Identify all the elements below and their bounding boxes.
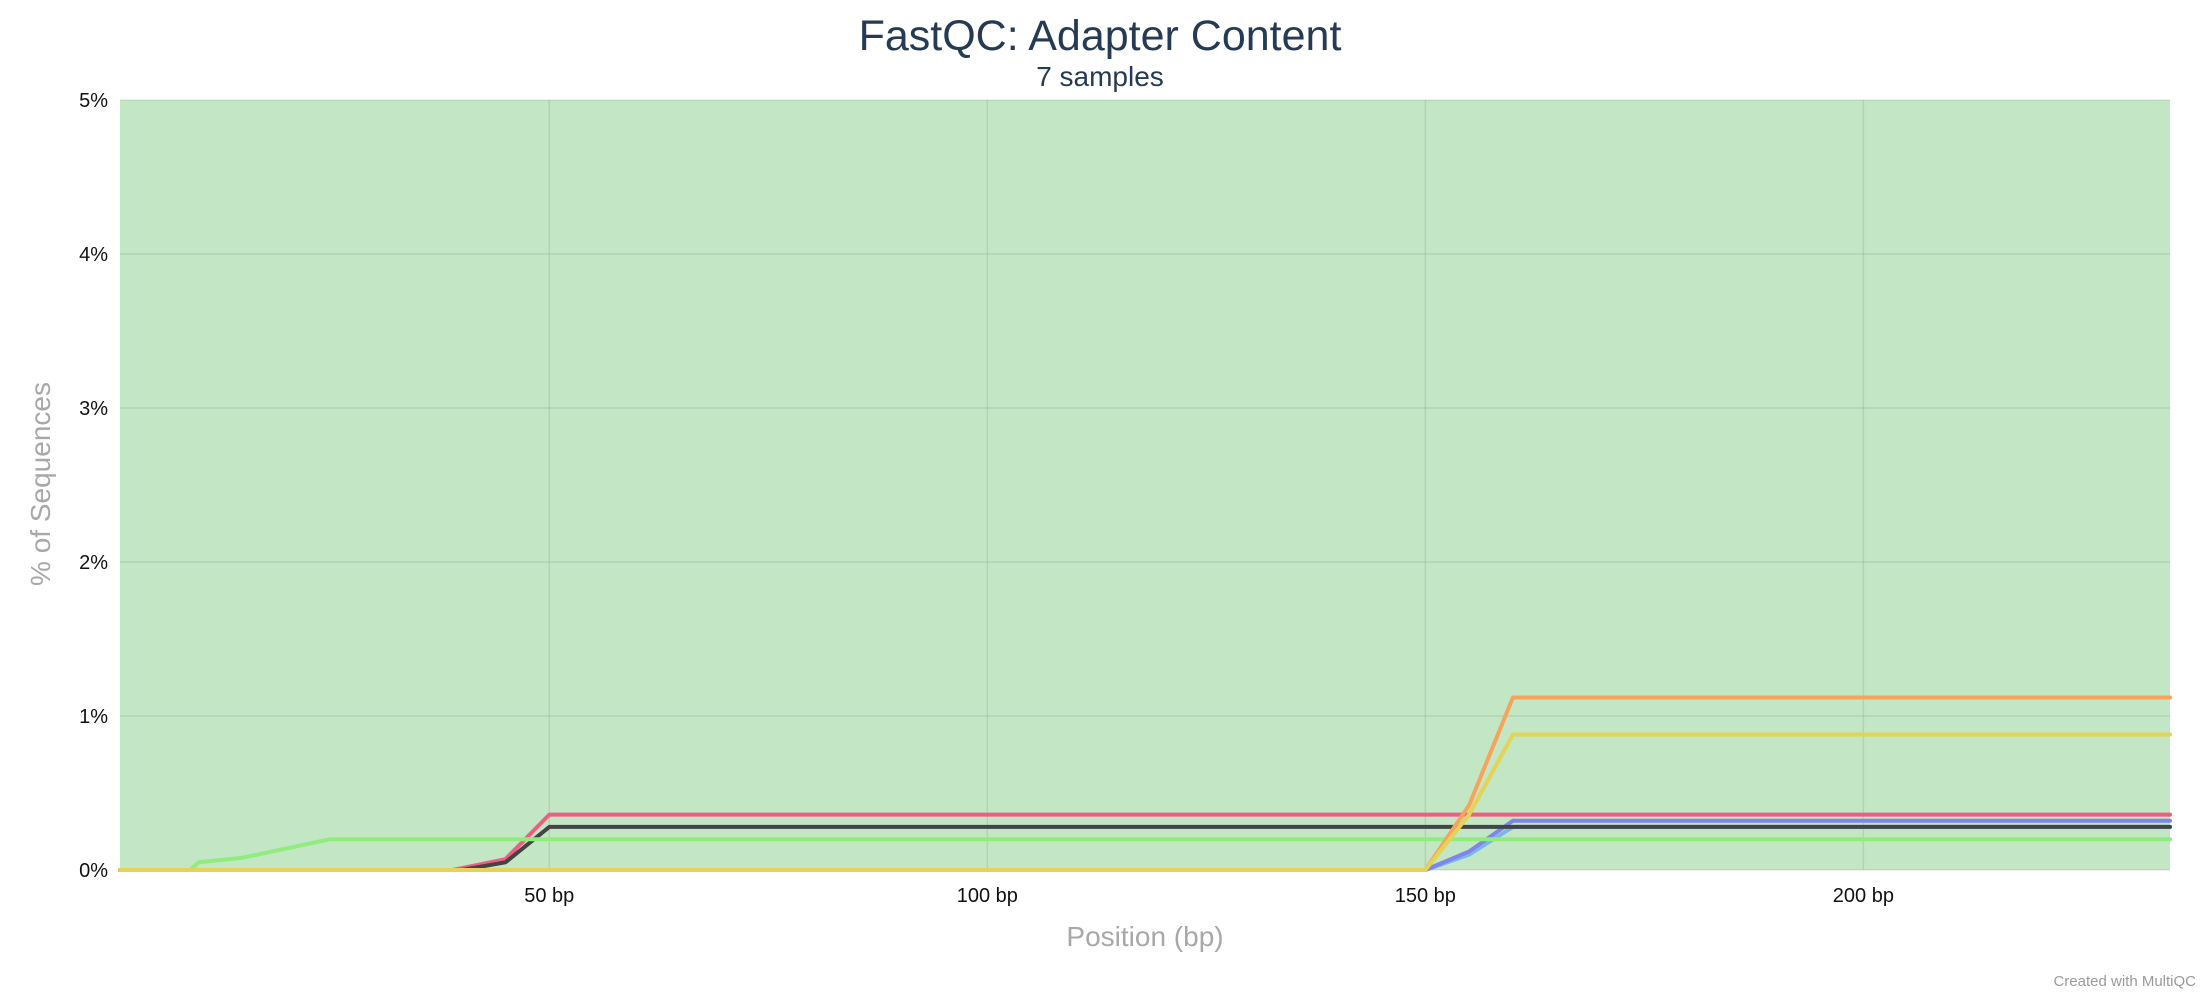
x-tick-label: 100 bp (957, 885, 1018, 907)
y-tick-label: 3% (79, 398, 108, 420)
y-tick-label: 5% (79, 90, 108, 112)
y-axis-ticks: 0% 1% 2% 3% 4% 5% (79, 90, 108, 882)
chart-title: FastQC: Adapter Content (859, 12, 1342, 60)
credit-text: Created with MultiQC (2053, 973, 2196, 990)
x-tick-label: 200 bp (1833, 885, 1894, 907)
y-tick-label: 0% (79, 860, 108, 882)
x-axis-label: Position (bp) (1066, 921, 1223, 952)
y-tick-label: 4% (79, 244, 108, 266)
chart-subtitle: 7 samples (1036, 61, 1164, 92)
x-tick-label: 50 bp (524, 885, 574, 907)
series-line-7[interactable] (118, 732, 2172, 872)
plot-background-band (120, 100, 2170, 870)
y-tick-label: 2% (79, 552, 108, 574)
series-lines (118, 695, 2172, 872)
y-tick-label: 1% (79, 706, 108, 728)
x-axis-ticks: 50 bp 100 bp 150 bp 200 bp (524, 885, 1894, 907)
grid-lines (120, 99, 2170, 871)
x-tick-label: 150 bp (1395, 885, 1456, 907)
y-axis-label: % of Sequences (25, 382, 56, 586)
